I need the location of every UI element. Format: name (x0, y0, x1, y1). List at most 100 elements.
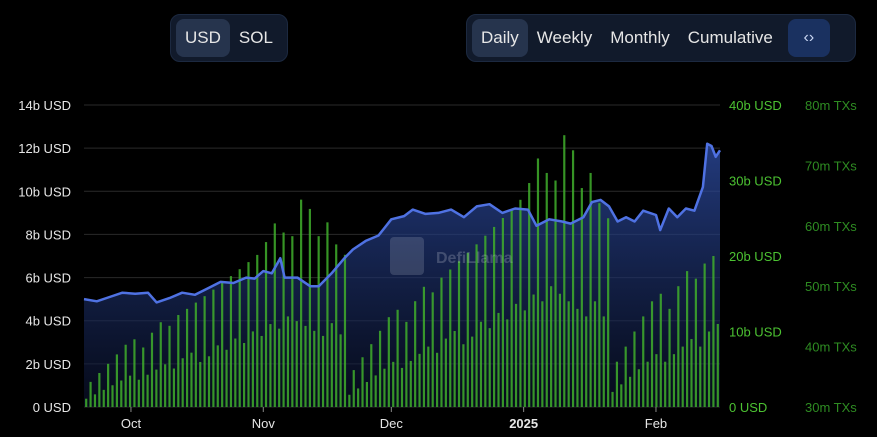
volume-bar (128, 375, 132, 407)
tab-weekly[interactable]: Weekly (536, 28, 593, 47)
volume-bar (453, 331, 456, 407)
volume-bar (199, 361, 202, 407)
volume-bar (536, 158, 540, 407)
volume-bar (585, 316, 588, 407)
left-tick-label: 4b USD (25, 314, 71, 329)
volume-bar (593, 301, 597, 407)
x-tick-label: Dec (380, 416, 404, 431)
volume-bar (365, 381, 368, 407)
volume-bar (563, 135, 566, 407)
volume-bar (194, 302, 197, 407)
volume-bar (611, 391, 614, 407)
llama-logo-icon (390, 237, 424, 275)
volume-bar (449, 269, 452, 407)
volume-bars (85, 135, 719, 408)
defillama-watermark: DefiLlama (390, 237, 513, 275)
volume-bar (497, 312, 500, 407)
volume-bar (291, 236, 294, 407)
volume-bar (694, 278, 697, 407)
volume-bar (146, 374, 149, 407)
embed-code-button[interactable]: ‹› (787, 19, 830, 57)
volume-bar (317, 236, 320, 407)
right-tx-tick-label: 60m TXs (805, 219, 857, 234)
volume-bar (558, 293, 561, 407)
volume-bar (89, 381, 92, 407)
tab-monthly[interactable]: Monthly (610, 28, 670, 47)
volume-bar (523, 310, 526, 407)
volume-bar (238, 269, 241, 407)
volume-bar (234, 338, 237, 407)
volume-bar (124, 344, 127, 407)
volume-bar (488, 328, 491, 407)
volume-bar (142, 347, 145, 407)
volume-bar (155, 369, 158, 407)
volume-bar (620, 384, 623, 407)
volume-bar (335, 244, 338, 407)
volume-bar (405, 321, 408, 407)
volume-bar (646, 361, 649, 407)
volume-bar (282, 232, 285, 407)
right-usd-tick-label: 10b USD (729, 325, 782, 340)
right-usd-tick-label: 30b USD (729, 174, 782, 189)
volume-bar (212, 289, 215, 407)
volume-bar (686, 271, 689, 407)
volume-bar (357, 388, 360, 407)
left-tick-label: 14b USD (18, 98, 71, 113)
volume-bar (589, 172, 592, 407)
volume-bar (343, 254, 347, 407)
volume-bar (164, 364, 167, 407)
volume-bar (571, 150, 575, 408)
volume-bar (642, 316, 645, 407)
volume-bar (177, 315, 180, 407)
volume-bar (115, 354, 118, 407)
volume-bar (637, 369, 640, 407)
code-icon: ‹› (803, 29, 815, 46)
right-usd-tick-label: 20b USD (729, 249, 782, 264)
volume-bar (414, 301, 417, 407)
volume-bar (510, 208, 513, 407)
volume-bar (308, 208, 311, 407)
volume-bar (120, 380, 123, 407)
volume-bar (102, 389, 105, 407)
volume-bar (493, 226, 496, 407)
volume-bar (133, 339, 136, 407)
volume-bar (374, 375, 377, 407)
volume-bar (712, 256, 715, 407)
volume-bar (466, 252, 469, 407)
tab-cumulative[interactable]: Cumulative (687, 28, 773, 47)
volume-bar (313, 330, 316, 407)
volume-bar (159, 322, 162, 407)
volume-bar (475, 244, 478, 407)
volume-bar (532, 294, 535, 407)
volume-bar (440, 277, 443, 407)
right-tx-tick-label: 30m TXs (805, 400, 857, 415)
volume-bar (207, 356, 211, 407)
currency-usd-button[interactable]: USD (176, 19, 230, 57)
volume-bar (633, 331, 636, 407)
volume-bar (528, 183, 531, 407)
volume-bar (545, 172, 548, 407)
left-tick-label: 8b USD (25, 227, 71, 242)
x-axis: Oct Nov Dec 2025 Feb (121, 407, 667, 431)
volume-bar (541, 301, 544, 407)
volume-bar (550, 286, 553, 407)
volume-bar (444, 338, 447, 407)
volume-bar (383, 368, 386, 407)
volume-bar (304, 325, 307, 407)
tvl-line-layer (83, 142, 722, 304)
volume-bar (615, 361, 619, 407)
volume-bar (221, 282, 224, 407)
currency-sol-button[interactable]: SOL (238, 28, 273, 47)
volume-bar (137, 379, 140, 407)
volume-bar (85, 398, 88, 407)
volume-bar (602, 316, 605, 407)
volume-bar (690, 339, 693, 407)
volume-bar (321, 335, 325, 407)
tab-daily[interactable]: Daily (472, 19, 528, 57)
volume-bar (514, 303, 518, 407)
volume-bar (431, 292, 434, 407)
volume-bar (273, 223, 276, 407)
right-usd-tick-label: 40b USD (729, 98, 782, 113)
volume-bar (370, 344, 373, 407)
